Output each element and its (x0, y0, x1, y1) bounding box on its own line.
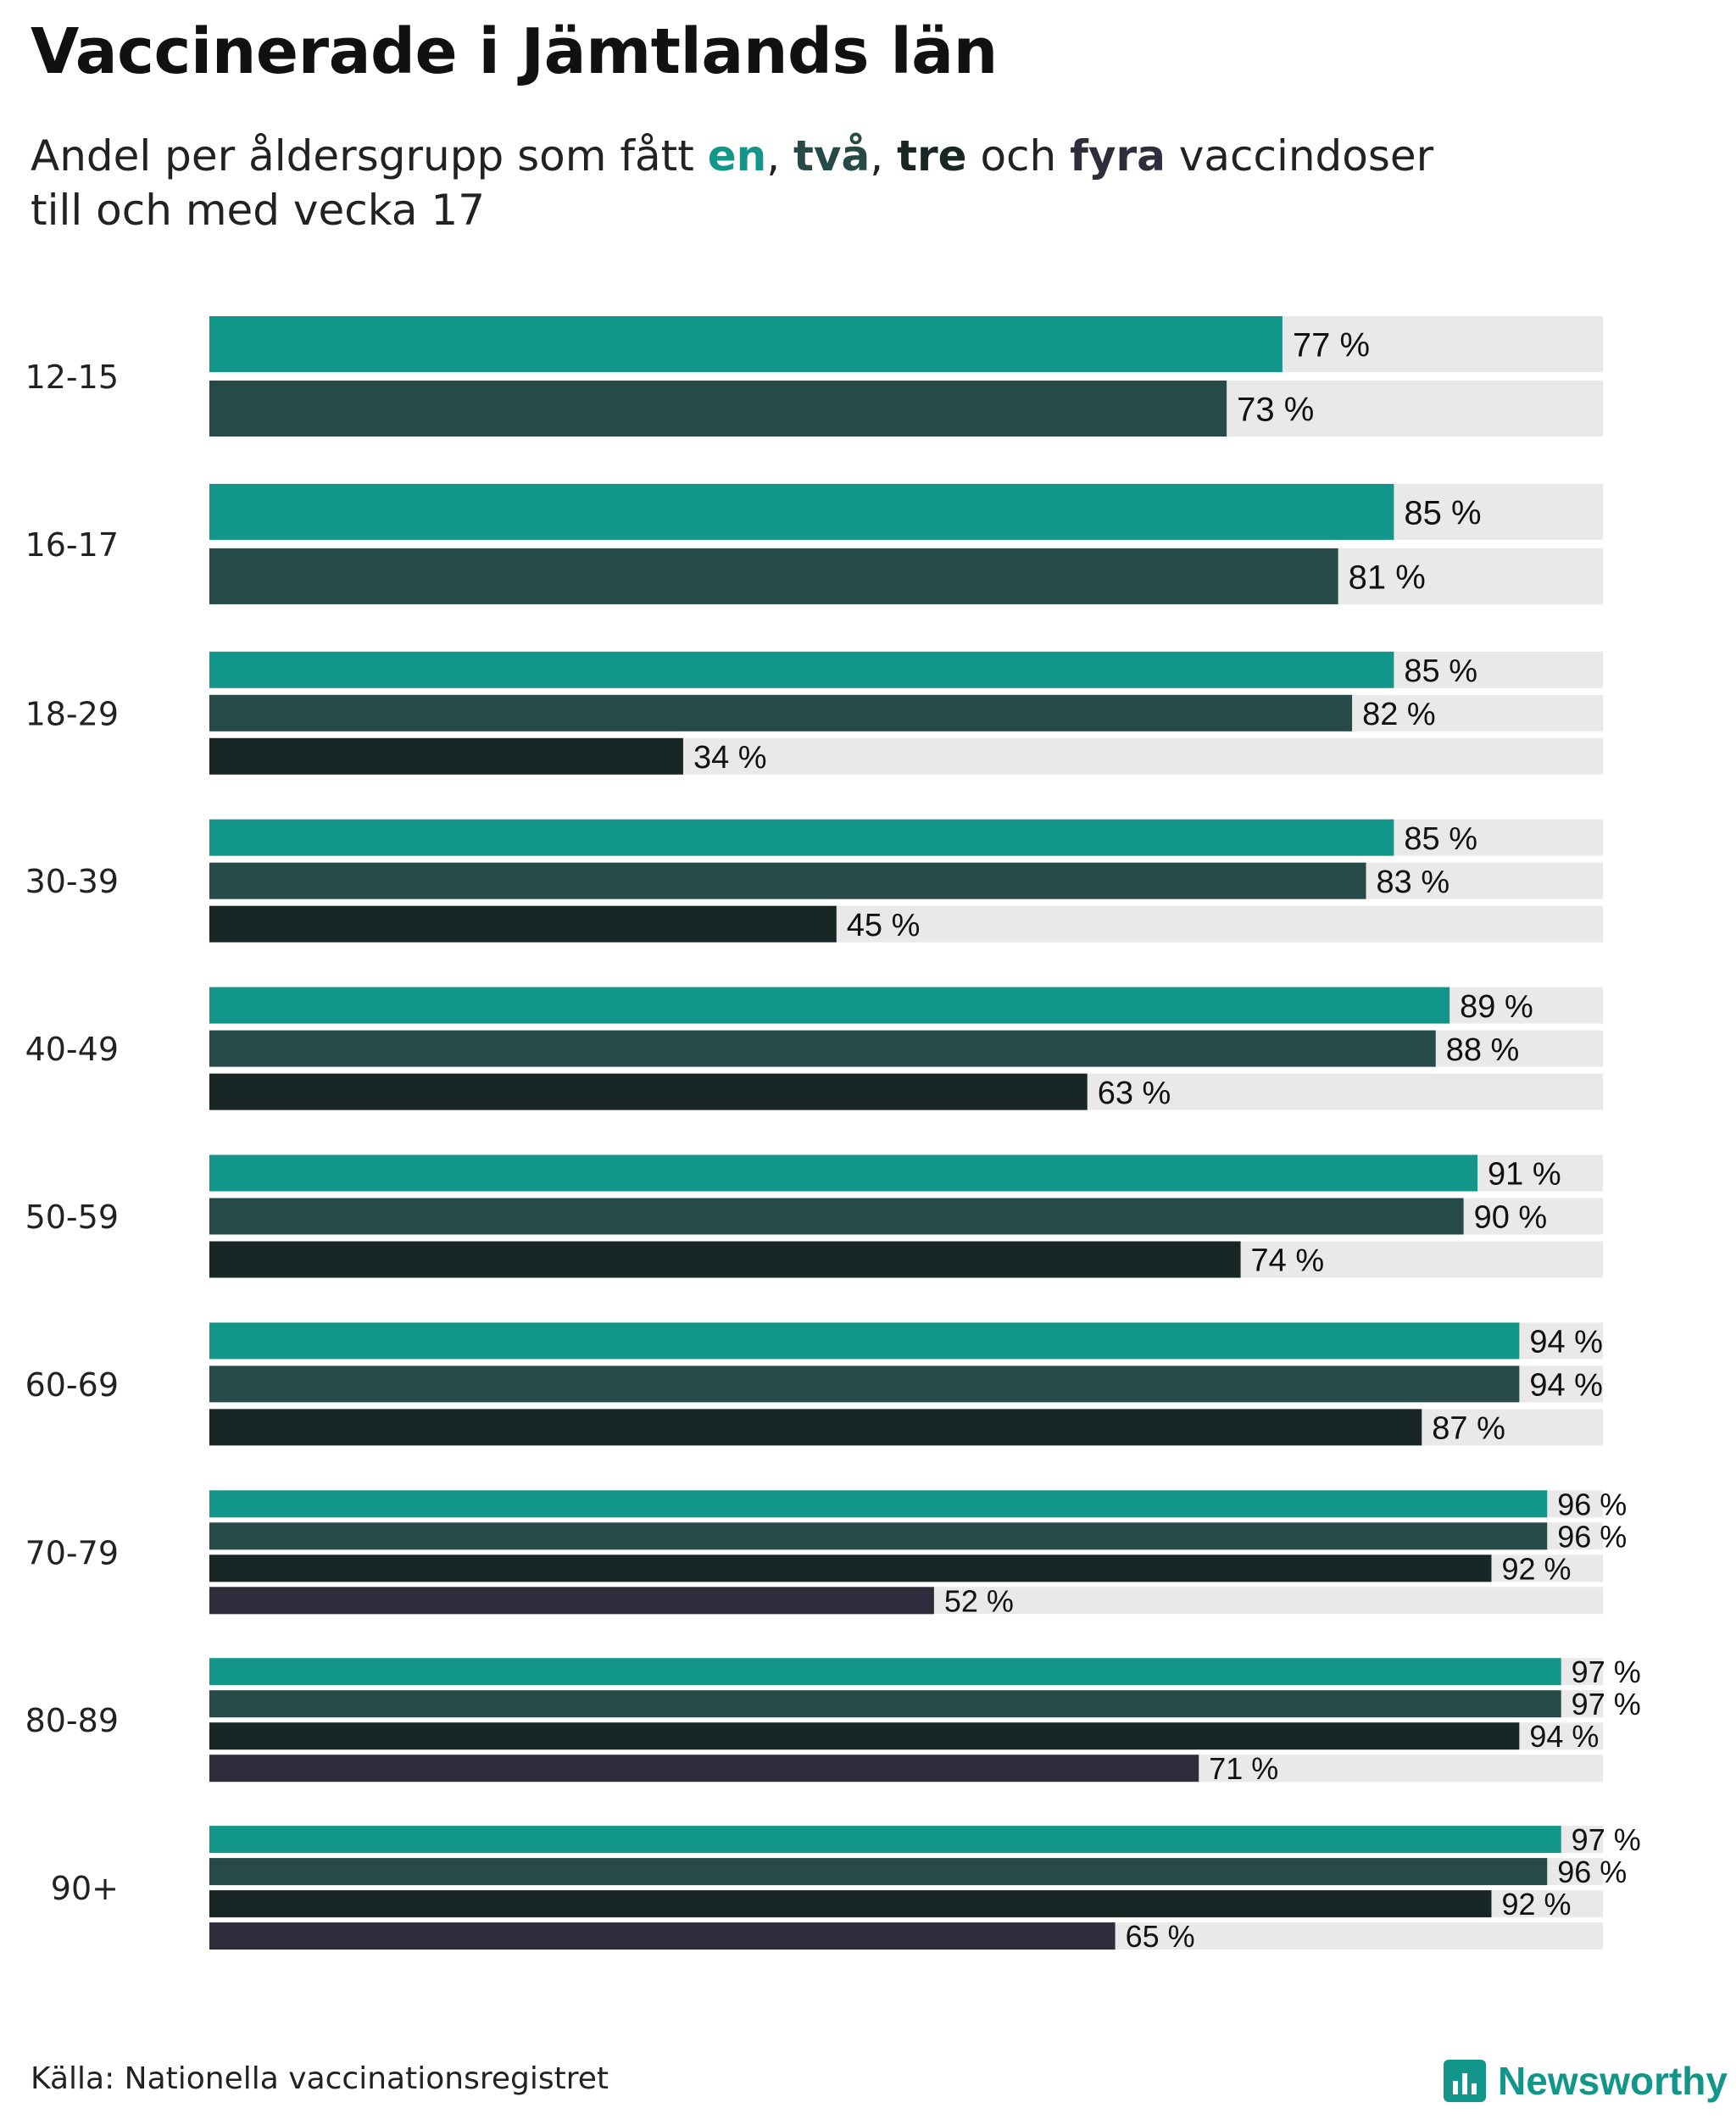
legend-dose-4: fyra (1070, 131, 1166, 181)
brand-logo: Newsworthy (1442, 2058, 1728, 2104)
bar-value-label: 71 % (1209, 1751, 1278, 1786)
bar-16-17-två (209, 548, 1338, 604)
bar-value-label: 85 % (1404, 494, 1481, 531)
bar-60-69-en (209, 1322, 1520, 1360)
legend-dose-2: två (793, 131, 871, 181)
bar-16-17-en (209, 483, 1394, 540)
age-group-label: 80-89 (25, 1702, 119, 1739)
subtitle-separator: , (766, 131, 794, 181)
bar-30-39-tre (209, 905, 837, 943)
bar-value-label: 97 % (1572, 1822, 1641, 1857)
bar-value-label: 52 % (944, 1583, 1014, 1618)
source-note: Källa: Nationella vaccinationsregistret (31, 2061, 609, 2096)
bar-value-label: 85 % (1404, 653, 1477, 689)
bar-70-79-en (209, 1490, 1548, 1518)
subtitle-line-2: till och med vecka 17 (31, 186, 486, 235)
bar-value-label: 97 % (1572, 1687, 1641, 1721)
bar-value-label: 74 % (1251, 1243, 1325, 1279)
bar-30-39-två (209, 862, 1366, 899)
bar-value-label: 73 % (1237, 391, 1314, 428)
legend-dose-1: en (707, 131, 767, 181)
brand-name: Newsworthy (1498, 2059, 1728, 2103)
bar-value-label: 45 % (847, 908, 921, 943)
bar-90+-fyra (209, 1922, 1116, 1950)
bar-40-49-en (209, 987, 1450, 1024)
bar-value-label: 91 % (1488, 1157, 1561, 1193)
bar-70-79-fyra (209, 1587, 934, 1615)
bar-value-label: 34 % (693, 740, 767, 776)
bar-60-69-två (209, 1365, 1520, 1403)
bar-value-label: 82 % (1362, 697, 1436, 732)
bar-18-29-tre (209, 737, 683, 775)
bar-80-89-tre (209, 1722, 1520, 1750)
bar-12-15-två (209, 381, 1227, 437)
age-group-label: 30-39 (25, 863, 119, 900)
bar-90+-två (209, 1858, 1548, 1886)
subtitle-separator: , (870, 131, 898, 181)
age-group-label: 70-79 (25, 1534, 119, 1571)
bar-80-89-fyra (209, 1755, 1199, 1783)
bar-40-49-två (209, 1030, 1436, 1067)
bar-value-label: 94 % (1529, 1719, 1599, 1754)
bar-value-label: 77 % (1293, 326, 1370, 364)
bar-90+-tre (209, 1890, 1492, 1918)
subtitle-and: och (966, 131, 1071, 181)
bar-30-39-en (209, 819, 1394, 856)
bar-value-label: 90 % (1474, 1200, 1548, 1236)
chart-title: Vaccinerade i Jämtlands län (31, 15, 998, 88)
age-group-label: 90+ (51, 1870, 119, 1907)
bar-40-49-tre (209, 1073, 1088, 1110)
bar-value-label: 89 % (1460, 989, 1533, 1025)
legend-dose-3: tre (897, 131, 967, 181)
bar-value-label: 63 % (1098, 1076, 1171, 1111)
bar-value-label: 94 % (1529, 1325, 1603, 1360)
bar-value-label: 83 % (1377, 865, 1450, 900)
bar-value-label: 81 % (1349, 559, 1426, 596)
age-group-label: 18-29 (25, 695, 119, 732)
bar-value-label: 92 % (1501, 1887, 1571, 1922)
bar-value-label: 87 % (1432, 1411, 1505, 1447)
bar-18-29-en (209, 651, 1394, 688)
bar-value-label: 97 % (1572, 1655, 1641, 1689)
bar-value-label: 96 % (1557, 1487, 1627, 1521)
bar-80-89-två (209, 1690, 1561, 1718)
subtitle-prefix: Andel per åldersgrupp som fått (31, 131, 708, 181)
age-group-label: 16-17 (25, 526, 119, 564)
bar-60-69-tre (209, 1409, 1422, 1446)
age-group-label: 12-15 (25, 359, 119, 396)
bar-value-label: 96 % (1557, 1519, 1627, 1554)
bar-value-label: 96 % (1557, 1855, 1627, 1889)
bar-70-79-två (209, 1522, 1548, 1550)
bar-value-label: 85 % (1404, 821, 1477, 857)
bar-value-label: 65 % (1126, 1919, 1195, 1954)
bar-value-label: 92 % (1501, 1551, 1571, 1586)
bar-90+-en (209, 1826, 1561, 1854)
bar-18-29-två (209, 694, 1353, 731)
bar-50-59-en (209, 1154, 1478, 1192)
bar-12-15-en (209, 316, 1283, 372)
chart-subtitle: Andel per åldersgrupp som fått en, två, … (31, 129, 1641, 237)
age-group-label: 60-69 (25, 1366, 119, 1404)
bar-value-label: 88 % (1446, 1032, 1520, 1068)
bar-80-89-en (209, 1658, 1561, 1686)
age-group-label: 40-49 (25, 1031, 119, 1068)
bar-50-59-två (209, 1198, 1464, 1235)
newsworthy-logo-icon (1444, 2060, 1487, 2102)
subtitle-suffix: vaccindoser (1165, 131, 1434, 181)
bar-50-59-tre (209, 1241, 1241, 1278)
bar-70-79-tre (209, 1554, 1492, 1582)
bar-value-label: 94 % (1529, 1368, 1603, 1404)
age-group-label: 50-59 (25, 1199, 119, 1236)
